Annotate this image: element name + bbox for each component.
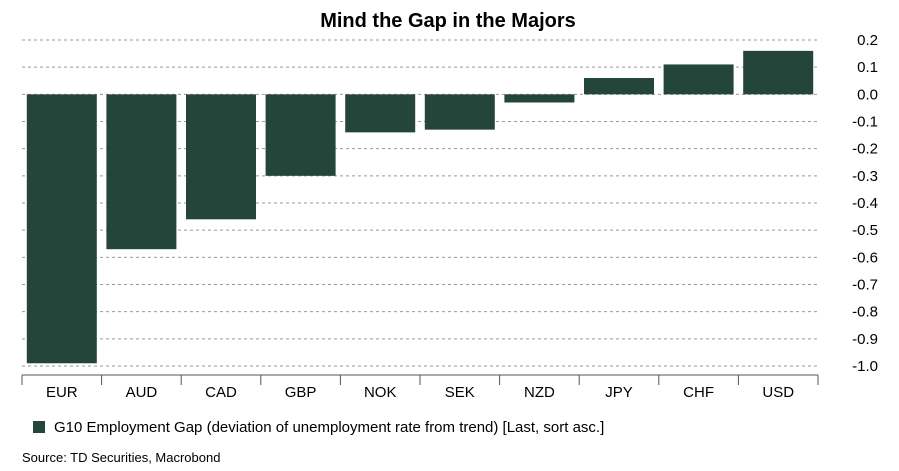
y-tick-label: -1.0 xyxy=(852,358,878,375)
bar-cad xyxy=(186,94,256,220)
source-note: Source: TD Securities, Macrobond xyxy=(22,450,220,465)
y-tick-label: -0.1 xyxy=(852,114,878,131)
x-tick-label: CAD xyxy=(205,384,237,401)
x-tick-label: JPY xyxy=(605,384,633,401)
y-tick-label: -0.6 xyxy=(852,249,878,266)
legend-swatch xyxy=(33,421,45,433)
x-tick-label: CHF xyxy=(683,384,714,401)
x-tick-label: USD xyxy=(762,384,794,401)
y-tick-label: -0.3 xyxy=(852,168,878,185)
x-tick-label: AUD xyxy=(126,384,158,401)
legend: G10 Employment Gap (deviation of unemplo… xyxy=(33,419,604,436)
bar-usd xyxy=(743,50,814,95)
y-tick-label: -0.5 xyxy=(852,222,878,239)
y-axis: 0.2 0.1 0.0 -0.1 -0.2 -0.3 -0.4 -0.5 -0.6 -0.7 -0.… xyxy=(852,32,878,375)
bar-eur xyxy=(26,94,97,364)
y-tick-label: -0.7 xyxy=(852,277,878,294)
x-axis xyxy=(21,374,819,385)
y-tick-label: -0.9 xyxy=(852,331,878,348)
x-tick-labels: EUR AUD CAD GBP NOK SEK NZD JPY CHF USD xyxy=(46,384,794,401)
chart-title: Mind the Gap in the Majors xyxy=(320,10,576,32)
x-tick-label: EUR xyxy=(46,384,78,401)
x-tick-label: NZD xyxy=(524,384,555,401)
bar-chf xyxy=(663,64,734,95)
bar-nok xyxy=(345,94,416,133)
y-tick-label: 0.1 xyxy=(857,59,878,76)
y-tick-label: -0.4 xyxy=(852,195,878,212)
x-tick-label: NOK xyxy=(364,384,397,401)
bar-gbp xyxy=(265,94,336,176)
bars xyxy=(26,50,814,364)
bar-jpy xyxy=(584,78,654,95)
y-tick-label: -0.2 xyxy=(852,141,878,158)
y-tick-label: 0.2 xyxy=(857,32,878,49)
legend-label: G10 Employment Gap (deviation of unemplo… xyxy=(54,419,604,436)
y-tick-label: 0.0 xyxy=(857,86,878,103)
bar-aud xyxy=(106,94,177,250)
bar-sek xyxy=(424,94,495,130)
x-tick-label: GBP xyxy=(285,384,317,401)
bar-nzd xyxy=(504,94,575,103)
x-tick-label: SEK xyxy=(445,384,475,401)
y-tick-label: -0.8 xyxy=(852,304,878,321)
